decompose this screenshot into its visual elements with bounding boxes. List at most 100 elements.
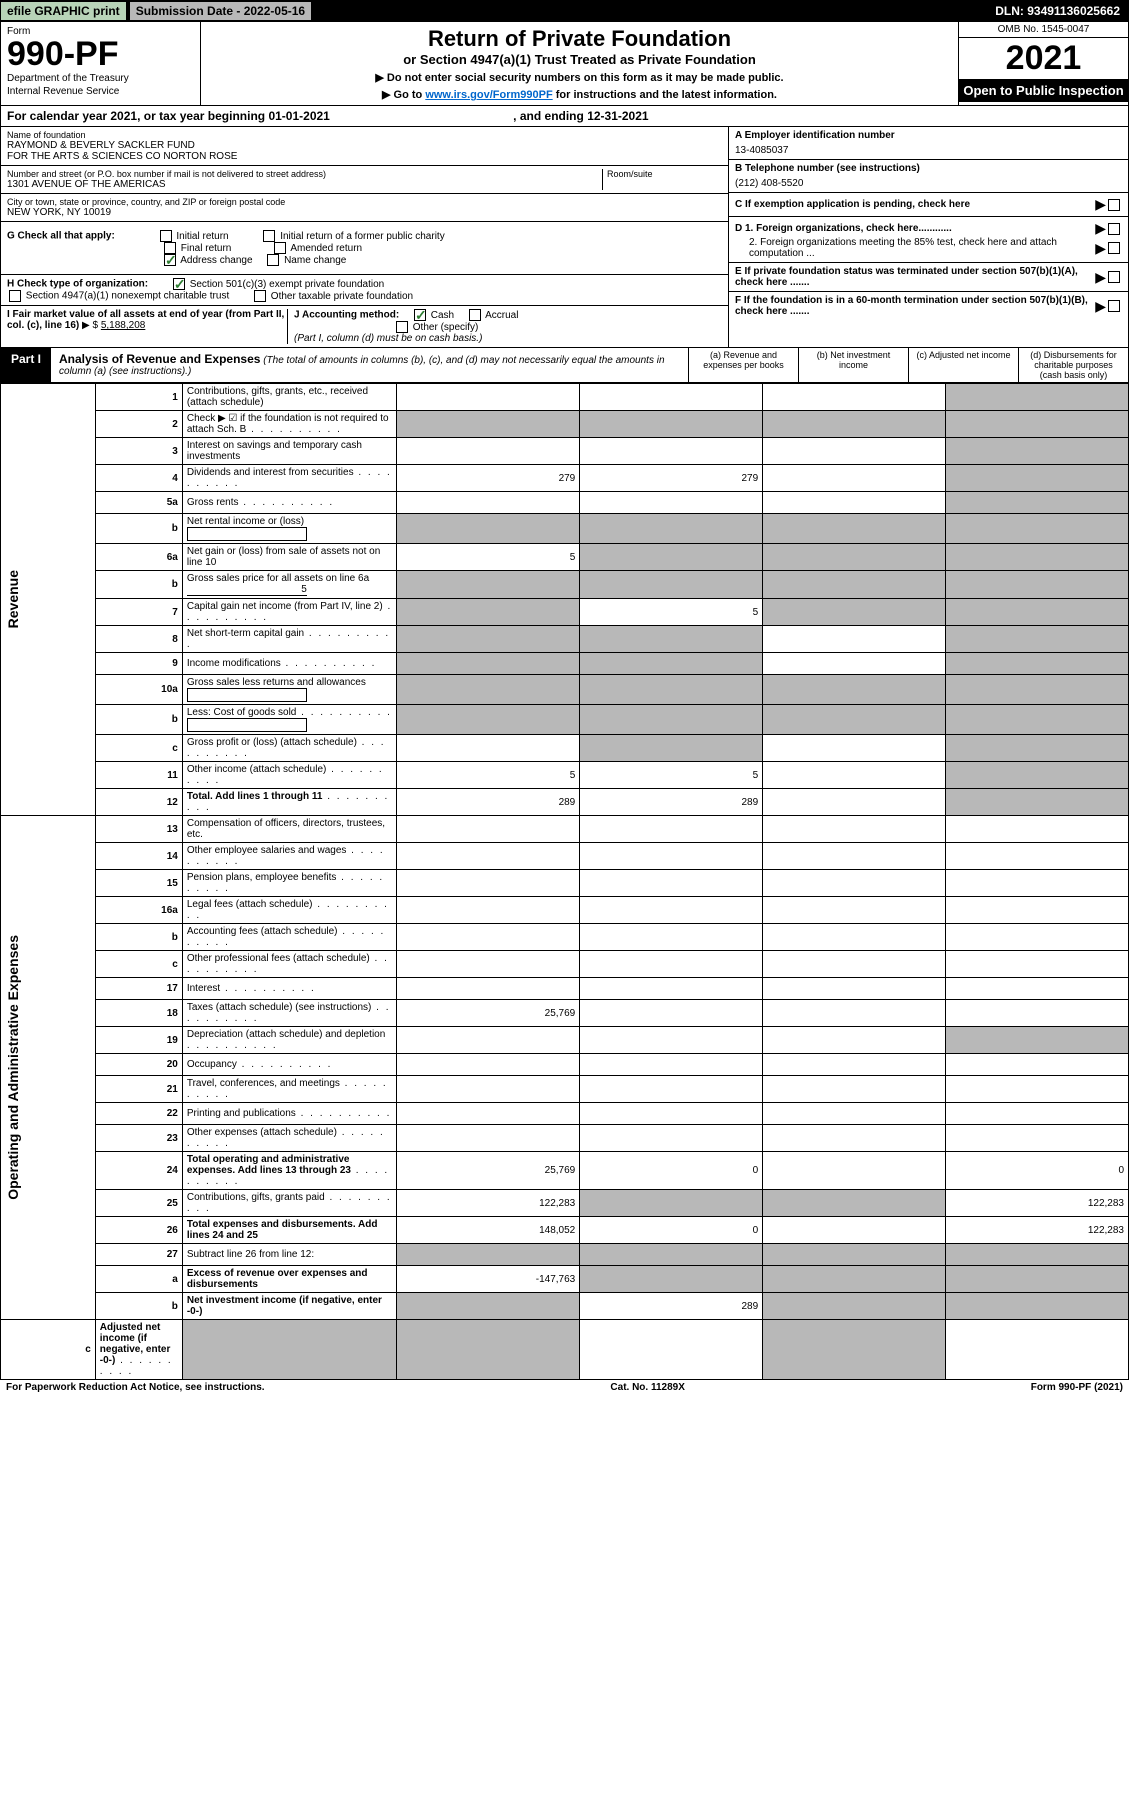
table-row: 25Contributions, gifts, grants paid122,2…	[1, 1190, 1129, 1217]
line-number: 14	[95, 843, 182, 870]
value-cell	[580, 492, 763, 514]
table-row: 2Check ▶ ☑ if the foundation is not requ…	[1, 411, 1129, 438]
expenses-label: Operating and Administrative Expenses	[5, 935, 21, 1200]
value-cell	[580, 653, 763, 675]
cash-checkbox[interactable]	[414, 309, 426, 321]
line-number: b	[95, 1293, 182, 1320]
line-description: Income modifications	[182, 653, 397, 675]
value-cell	[397, 705, 580, 735]
line-number: b	[95, 571, 182, 599]
table-row: 11Other income (attach schedule)55	[1, 762, 1129, 789]
value-cell	[763, 978, 946, 1000]
501c3-checkbox[interactable]	[173, 278, 185, 290]
table-row: bNet rental income or (loss)	[1, 514, 1129, 544]
line-number: a	[95, 1266, 182, 1293]
line-number: 15	[95, 870, 182, 897]
value-cell	[946, 571, 1129, 599]
table-row: cOther professional fees (attach schedul…	[1, 951, 1129, 978]
initial-return-checkbox[interactable]	[160, 230, 172, 242]
foundation-city: NEW YORK, NY 10019	[7, 207, 722, 218]
line-description: Net investment income (if negative, ente…	[182, 1293, 397, 1320]
value-cell	[763, 599, 946, 626]
ein-value: 13-4085037	[735, 145, 1122, 156]
value-cell	[763, 924, 946, 951]
part-1-table: Revenue1Contributions, gifts, grants, et…	[0, 383, 1129, 1380]
amended-return-checkbox[interactable]	[274, 242, 286, 254]
other-taxable-checkbox[interactable]	[254, 290, 266, 302]
value-cell	[763, 789, 946, 816]
value-cell: 5	[580, 599, 763, 626]
name-change-checkbox[interactable]	[267, 254, 279, 266]
value-cell	[580, 514, 763, 544]
value-cell: 5	[580, 762, 763, 789]
col-b-header: (b) Net investment income	[798, 348, 908, 382]
line-number: 17	[95, 978, 182, 1000]
line-number: 23	[95, 1125, 182, 1152]
value-cell	[763, 1244, 946, 1266]
value-cell	[580, 1103, 763, 1125]
value-cell	[763, 1217, 946, 1244]
table-row: 10aGross sales less returns and allowanc…	[1, 675, 1129, 705]
d1-label: D 1. Foreign organizations, check here..…	[735, 223, 1095, 234]
line-number: 12	[95, 789, 182, 816]
efile-label: efile GRAPHIC print	[1, 2, 126, 20]
value-cell	[580, 870, 763, 897]
value-cell	[182, 1320, 397, 1380]
d2-checkbox[interactable]	[1108, 242, 1120, 254]
f-checkbox[interactable]	[1108, 300, 1120, 312]
table-row: cAdjusted net income (if negative, enter…	[1, 1320, 1129, 1380]
submission-date: Submission Date - 2022-05-16	[130, 2, 311, 20]
table-row: 6aNet gain or (loss) from sale of assets…	[1, 544, 1129, 571]
instruction-2: ▶ Go to www.irs.gov/Form990PF for instru…	[211, 88, 948, 101]
line-number: 3	[95, 438, 182, 465]
value-cell	[397, 1027, 580, 1054]
initial-former-checkbox[interactable]	[263, 230, 275, 242]
value-cell	[946, 1000, 1129, 1027]
table-row: Revenue1Contributions, gifts, grants, et…	[1, 384, 1129, 411]
value-cell: 0	[580, 1217, 763, 1244]
value-cell	[946, 870, 1129, 897]
value-cell	[763, 675, 946, 705]
table-row: 15Pension plans, employee benefits	[1, 870, 1129, 897]
irs-link[interactable]: www.irs.gov/Form990PF	[425, 89, 552, 101]
line-description: Accounting fees (attach schedule)	[182, 924, 397, 951]
value-cell	[397, 438, 580, 465]
calendar-year-row: For calendar year 2021, or tax year begi…	[0, 106, 1129, 127]
line-description: Interest on savings and temporary cash i…	[182, 438, 397, 465]
line-number: 10a	[95, 675, 182, 705]
value-cell	[397, 626, 580, 653]
table-row: 23Other expenses (attach schedule)	[1, 1125, 1129, 1152]
line-description: Other employee salaries and wages	[182, 843, 397, 870]
value-cell	[580, 384, 763, 411]
d1-checkbox[interactable]	[1108, 223, 1120, 235]
instruction-1: ▶ Do not enter social security numbers o…	[211, 71, 948, 84]
value-cell	[397, 735, 580, 762]
value-cell	[763, 897, 946, 924]
value-cell	[946, 384, 1129, 411]
line-number: c	[95, 951, 182, 978]
table-row: 9Income modifications	[1, 653, 1129, 675]
4947-checkbox[interactable]	[9, 290, 21, 302]
e-checkbox[interactable]	[1108, 271, 1120, 283]
value-cell	[580, 1266, 763, 1293]
line-number: 8	[95, 626, 182, 653]
line-description: Gross sales less returns and allowances	[182, 675, 397, 705]
other-method-checkbox[interactable]	[396, 321, 408, 333]
phone-value: (212) 408-5520	[735, 178, 1122, 189]
c-checkbox[interactable]	[1108, 199, 1120, 211]
value-cell	[580, 1000, 763, 1027]
value-cell	[580, 1027, 763, 1054]
value-cell: 279	[580, 465, 763, 492]
line-description: Depreciation (attach schedule) and deple…	[182, 1027, 397, 1054]
value-cell	[946, 653, 1129, 675]
address-change-checkbox[interactable]	[164, 254, 176, 266]
j-label: J Accounting method:	[294, 310, 399, 321]
line-description: Net short-term capital gain	[182, 626, 397, 653]
accrual-checkbox[interactable]	[469, 309, 481, 321]
line-number: 9	[95, 653, 182, 675]
table-row: 19Depreciation (attach schedule) and dep…	[1, 1027, 1129, 1054]
line-number: 26	[95, 1217, 182, 1244]
table-row: 21Travel, conferences, and meetings	[1, 1076, 1129, 1103]
value-cell	[946, 1054, 1129, 1076]
table-row: 17Interest	[1, 978, 1129, 1000]
